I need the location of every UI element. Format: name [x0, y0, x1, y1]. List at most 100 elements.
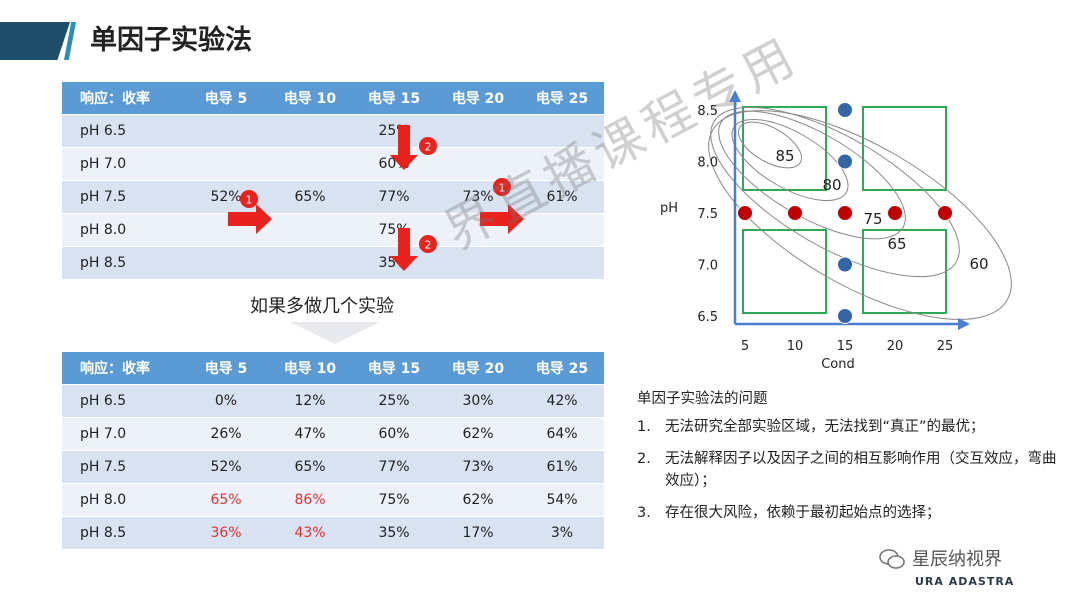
- y-tick-label: 8.0: [697, 156, 718, 171]
- column-header-response: 响应：收率: [62, 352, 184, 385]
- table-cell: 60%: [352, 147, 436, 181]
- table-cell: 61%: [520, 450, 604, 484]
- table-cell: [436, 246, 520, 280]
- table2-body: pH 6.5 0% 12% 25% 30% 42% pH 7.0 26% 47% 60% 62% 64…: [62, 384, 604, 550]
- table-cell: 26%: [184, 417, 268, 451]
- table-row: pH 8.5 36% 43% 35% 17% 3%: [62, 516, 604, 550]
- row-header: pH 8.0: [62, 483, 184, 517]
- item-text: 存在很大风险，依赖于最初起始点的选择；: [665, 505, 941, 521]
- data-point: [837, 256, 853, 273]
- table-cell: 54%: [520, 483, 604, 517]
- brand-subtitle: URA ADASTRA: [915, 575, 1015, 588]
- table-cell: [268, 114, 352, 148]
- table-cell: 47%: [268, 417, 352, 451]
- table-cell: 35%: [352, 246, 436, 280]
- x-tick-label: 5: [741, 339, 749, 354]
- region-box: [742, 106, 827, 191]
- table-cell: 65%: [268, 450, 352, 484]
- region-box: [862, 229, 947, 314]
- problems-items: 1. 无法研究全部实验区域，无法找到“真正”的最优； 2. 无法解释因子以及因子之间…: [637, 416, 1057, 524]
- full-result-table: 响应：收率 电导 5 电导 10 电导 15 电导 20 电导 25 pH 6.5 0% 12…: [62, 352, 604, 550]
- list-item: 1. 无法研究全部实验区域，无法找到“真正”的最优；: [637, 416, 1057, 438]
- row-header: pH 7.0: [62, 417, 184, 451]
- data-point: [737, 205, 753, 221]
- table-row: pH 6.5 25%: [62, 114, 604, 148]
- wechat-icon: [879, 549, 905, 569]
- table-cell: 62%: [436, 417, 520, 451]
- table-cell: 64%: [520, 417, 604, 451]
- contour-label: 75: [863, 210, 882, 228]
- table-cell: [184, 246, 268, 280]
- table-cell: [184, 213, 268, 247]
- table-cell: 25%: [352, 114, 436, 148]
- table-row: pH 7.5 52% 65% 77% 73% 61%: [62, 450, 604, 484]
- table-cell: 73%: [436, 450, 520, 484]
- contour-label: 85: [775, 147, 794, 165]
- data-point: [787, 205, 803, 221]
- row-header: pH 6.5: [62, 384, 184, 418]
- table-cell: 75%: [352, 213, 436, 247]
- table-cell: 30%: [436, 384, 520, 418]
- column-header: 电导 20: [436, 352, 520, 385]
- data-point: [837, 153, 853, 170]
- table-cell: [520, 246, 604, 280]
- contour-label: 80: [822, 176, 841, 194]
- table-cell: 43%: [268, 516, 352, 550]
- table-row: pH 7.5 52% 65% 77% 73% 61%: [62, 180, 604, 214]
- contour-line: [738, 121, 802, 169]
- table-row: pH 7.0 26% 47% 60% 62% 64%: [62, 417, 604, 451]
- table-cell: 0%: [184, 384, 268, 418]
- item-text: 无法解释因子以及因子之间的相互影响作用（交互效应，弯曲效应）；: [665, 451, 1057, 489]
- region-box: [862, 106, 947, 191]
- down-chevron-icon: [290, 322, 380, 344]
- table-cell: [268, 246, 352, 280]
- table-cell: [184, 147, 268, 181]
- problems-heading: 单因子实验法的问题: [637, 391, 768, 407]
- y-tick-label: 7.0: [697, 259, 718, 274]
- column-header: 电导 20: [436, 82, 520, 115]
- table-cell: 62%: [436, 483, 520, 517]
- table-cell: 36%: [184, 516, 268, 550]
- title-accent-dark: [0, 22, 70, 60]
- x-tick-label: 25: [937, 339, 954, 354]
- table-cell: [268, 213, 352, 247]
- x-tick-label: 20: [887, 339, 904, 354]
- table-cell: 25%: [352, 384, 436, 418]
- data-point: [937, 205, 953, 221]
- column-header: 电导 25: [520, 82, 604, 115]
- table-cell: 3%: [520, 516, 604, 550]
- y-tick-label: 6.5: [697, 310, 718, 325]
- column-header: 电导 10: [268, 352, 352, 385]
- item-number: 3.: [637, 505, 651, 521]
- table-cell: 61%: [520, 180, 604, 214]
- y-tick-label: 7.5: [697, 207, 718, 222]
- contour-line: [731, 118, 849, 202]
- table-cell: 52%: [184, 180, 268, 214]
- table-cell: 35%: [352, 516, 436, 550]
- table-cell: 75%: [352, 483, 436, 517]
- table-cell: 17%: [436, 516, 520, 550]
- brand-name: 星辰纳视界: [912, 549, 1002, 570]
- table-cell: 65%: [184, 483, 268, 517]
- table-cell: [520, 213, 604, 247]
- contour-label: 65: [887, 235, 906, 253]
- table-cell: 52%: [184, 450, 268, 484]
- table-cell: [436, 114, 520, 148]
- row-header: pH 7.5: [62, 450, 184, 484]
- item-text: 无法研究全部实验区域，无法找到“真正”的最优；: [665, 419, 985, 435]
- table-cell: 77%: [352, 180, 436, 214]
- table-cell: 42%: [520, 384, 604, 418]
- row-header: pH 8.5: [62, 516, 184, 550]
- x-tick-label: 15: [837, 339, 854, 354]
- table-cell: 73%: [436, 180, 520, 214]
- table-cell: [520, 147, 604, 181]
- table-cell: [520, 114, 604, 148]
- column-header: 电导 15: [352, 82, 436, 115]
- row-header: pH 7.5: [62, 180, 184, 214]
- column-header: 电导 5: [184, 352, 268, 385]
- row-header: pH 8.5: [62, 246, 184, 280]
- table-cell: [184, 114, 268, 148]
- table-cell: [268, 147, 352, 181]
- column-header: 电导 5: [184, 82, 268, 115]
- table-row: pH 8.0 65% 86% 75% 62% 54%: [62, 483, 604, 517]
